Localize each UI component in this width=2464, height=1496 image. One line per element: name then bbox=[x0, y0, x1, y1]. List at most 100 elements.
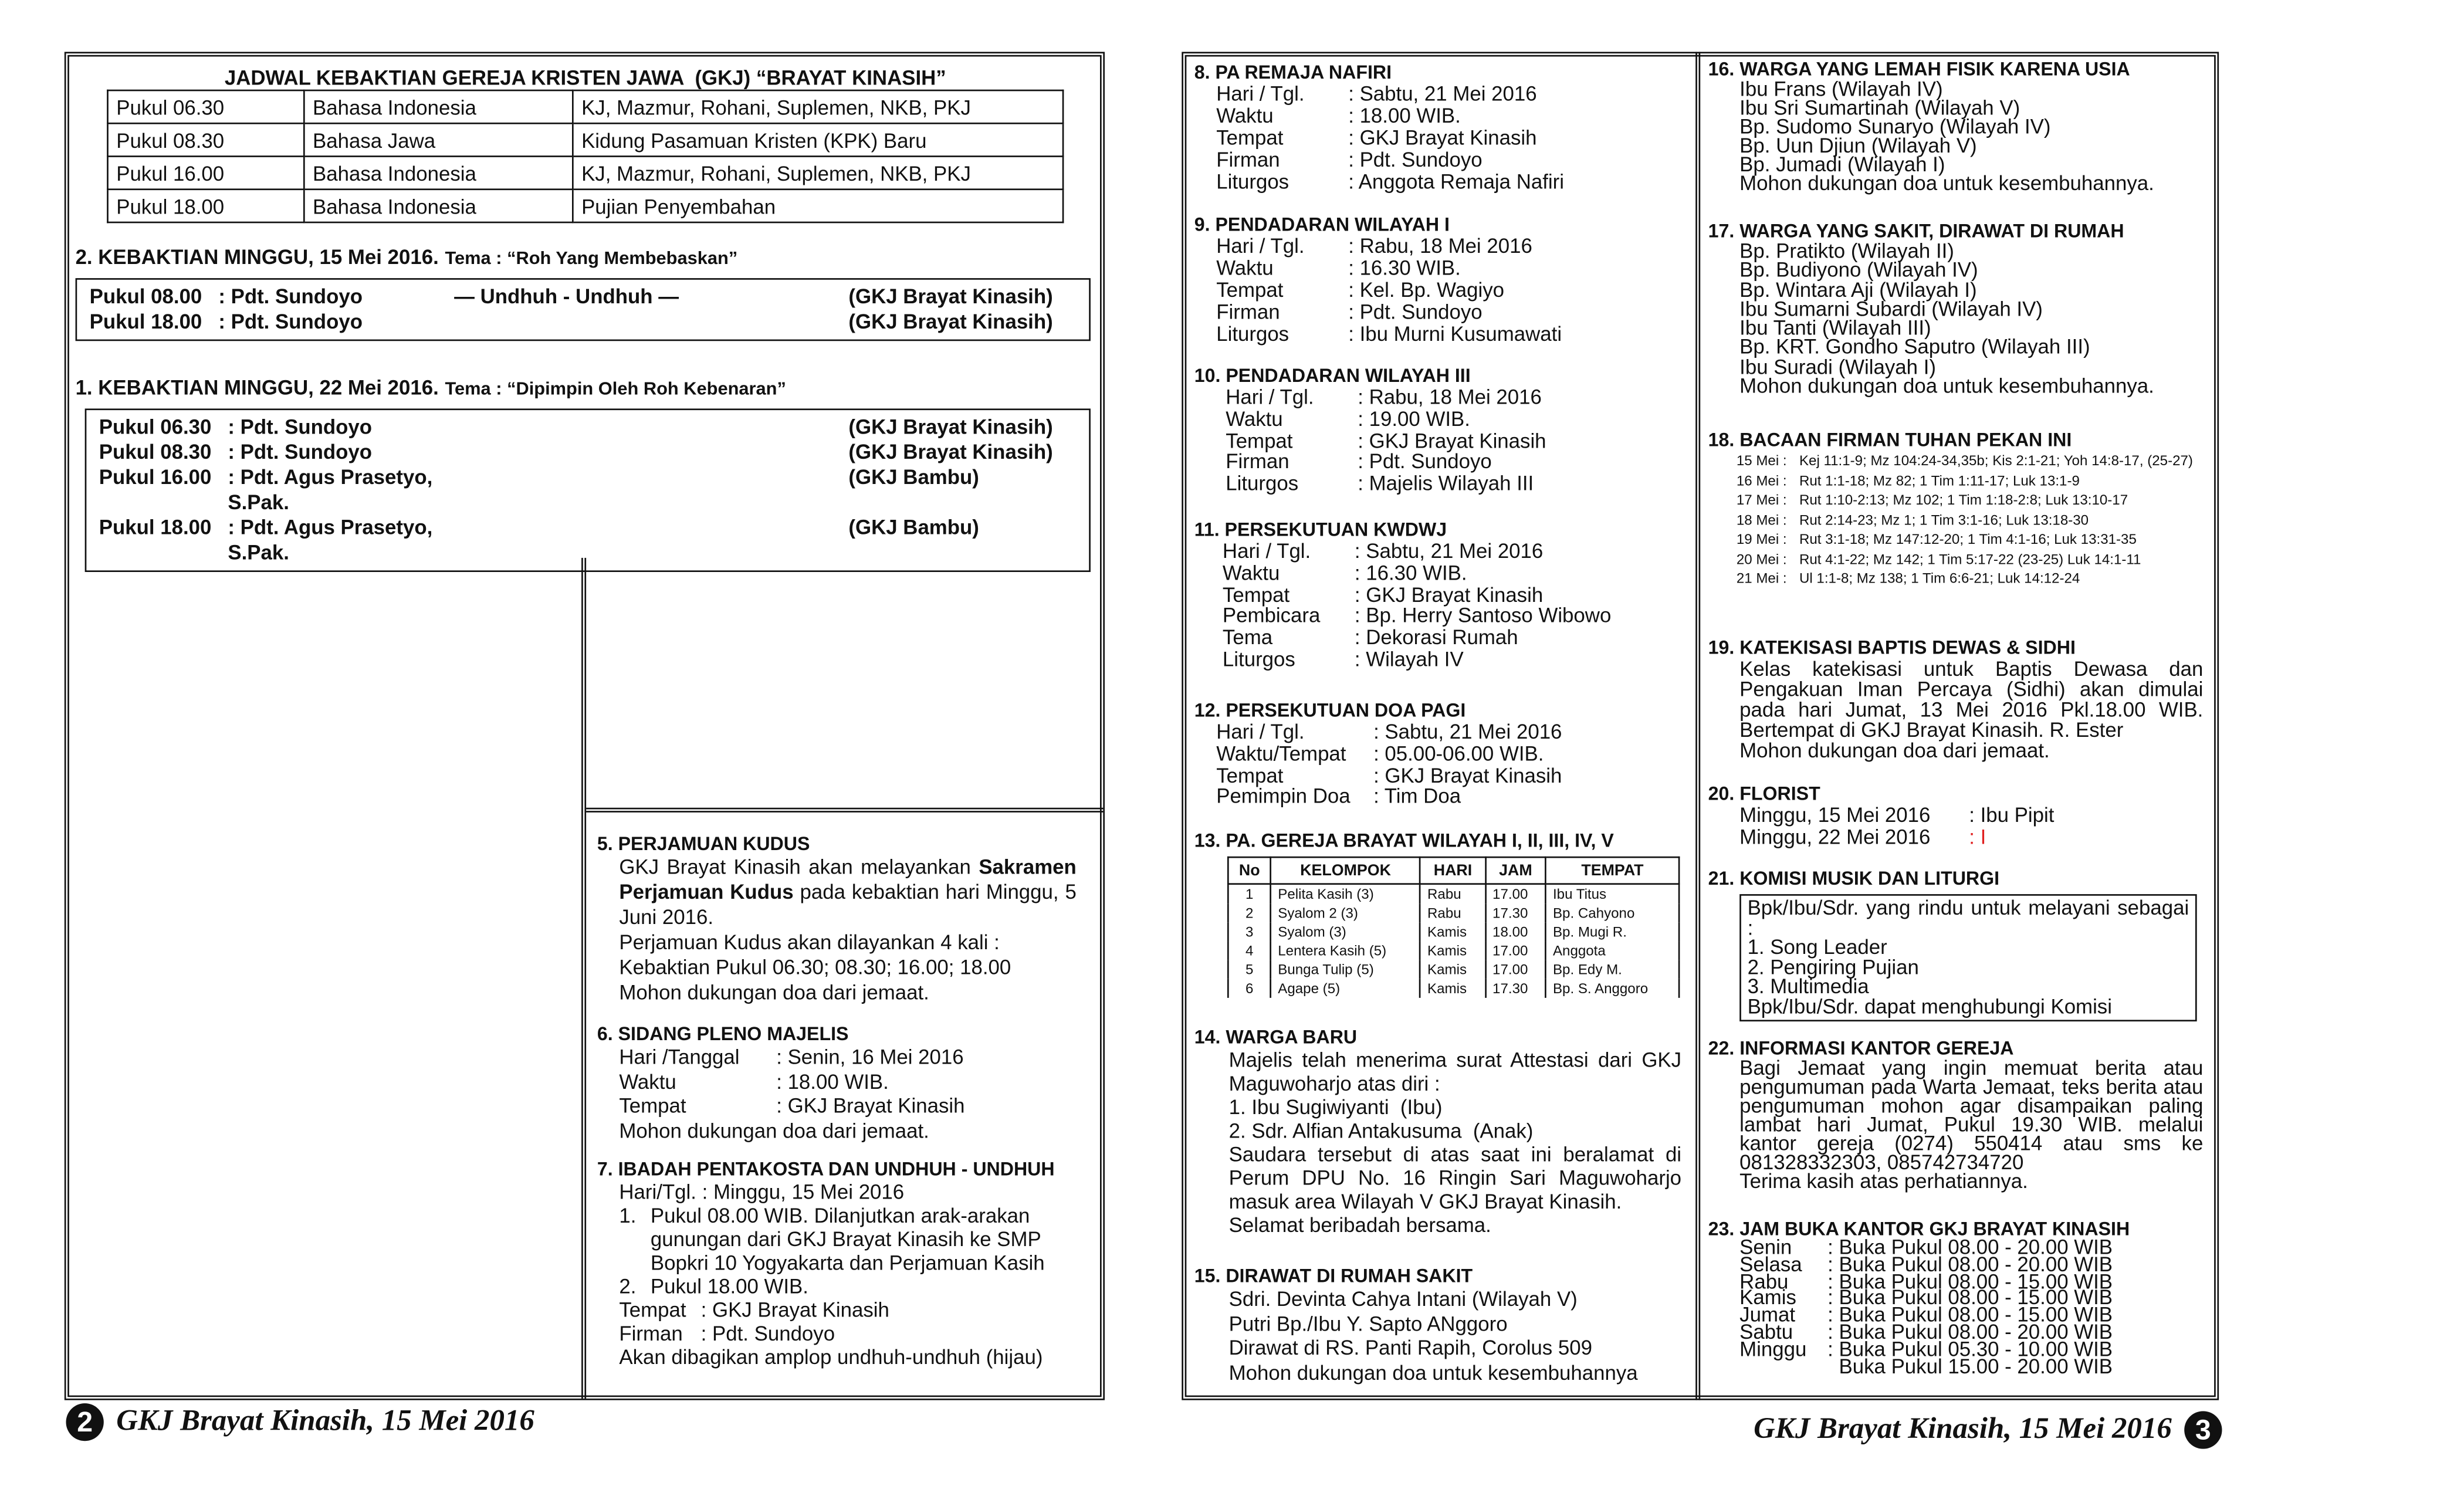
text-line: Hari/Tgl. : Minggu, 15 Mei 2016 bbox=[619, 1180, 905, 1204]
text-run: Bpk/Ibu/Sdr. yang rindu untuk melayani s… bbox=[1747, 895, 2189, 939]
table-cell: Rabu bbox=[1419, 903, 1487, 923]
text-line: Dirawat di RS. Panti Rapih, Corolus 509 bbox=[1228, 1335, 1593, 1359]
key: Tempat bbox=[619, 1298, 686, 1322]
section-body: 15 Mei : Kej 11:1-9; Mz 104:24-34,35b; Ki… bbox=[1708, 451, 2204, 588]
key: Waktu/Tempat bbox=[1216, 741, 1346, 765]
section-body: Hari / Tgl. : Sabtu, 21 Mei 2016 Waktu: 16… bbox=[1194, 540, 1681, 671]
schedule-cell: Pukul 08.30 bbox=[107, 122, 305, 157]
table-header: No KELOMPOK HARI JAM TEMPAT bbox=[1227, 856, 1680, 885]
key-value: Liturgos: Anggota Remaja Nafiri bbox=[1216, 171, 1681, 194]
section-heading: 7. IBADAH PENTAKOSTA DAN UNDHUH - UNDHUH bbox=[597, 1158, 1055, 1180]
key-value: Hari / Tgl.: Sabtu, 21 Mei 2016 bbox=[1216, 721, 1681, 743]
table-cell: Bp. S. Anggoro bbox=[1545, 979, 1680, 998]
text-line: Mohon dukungan doa dari jemaat. bbox=[619, 980, 929, 1004]
table-cell: 17.30 bbox=[1484, 903, 1547, 923]
key: Firman bbox=[619, 1321, 683, 1345]
text-line: Bp. Budiyono (Wilayah IV) bbox=[1739, 258, 1978, 282]
service-row: Pukul 18.00: Pdt. Sundoyo (GKJ Brayat Kin… bbox=[90, 310, 1077, 335]
section: 5. PERJAMUAN KUDUS GKJ Brayat Kinasih aka… bbox=[597, 833, 1077, 1006]
key: Tempat bbox=[1216, 126, 1284, 150]
group-table: No KELOMPOK HARI JAM TEMPAT 1 Pelita Kasih (3)… bbox=[1227, 856, 1680, 998]
service-block: 1. KEBAKTIAN MINGGU, 22 Mei 2016. Tema : … bbox=[76, 375, 1091, 572]
value: : 05.00-06.00 WIB. bbox=[1373, 741, 1544, 765]
section: 6. SIDANG PLENO MAJELIS Hari /Tanggal: Se… bbox=[597, 1023, 1077, 1143]
key-value: Liturgos: Wilayah IV bbox=[1223, 648, 1681, 671]
table-cell: 2 bbox=[1227, 903, 1272, 923]
text-line: Selamat beribadah bersama. bbox=[1228, 1213, 1491, 1237]
value: : Tim Doa bbox=[1373, 784, 1461, 808]
section-heading: 14. WARGA BARU bbox=[1194, 1026, 1358, 1048]
key-value: Waktu/Tempat : 05.00-06.00 WIB. bbox=[1216, 743, 1681, 764]
value: Rut 2:14-23; Mz 1; 1 Tim 3:1-16; Luk 13:… bbox=[1799, 511, 2089, 527]
table-row: 1 Pelita Kasih (3) Rabu 17.00 Ibu Titus bbox=[1227, 884, 1680, 904]
value: : Buka Pukul 08.00 - 20.00 WIB bbox=[1827, 1319, 2113, 1344]
key-value: Hari / Tgl.: Rabu, 18 Mei 2016 bbox=[1226, 386, 1681, 408]
key: Tempat bbox=[1216, 763, 1284, 787]
key: Waktu bbox=[1222, 560, 1280, 584]
value: Buka Pukul 15.00 - 20.00 WIB bbox=[1827, 1353, 2113, 1377]
section-body: Hari / Tgl.: Sabtu, 21 Mei 2016 Waktu: 18… bbox=[1194, 83, 1681, 193]
table-cell: Kamis bbox=[1419, 941, 1487, 960]
key: Minggu, 15 Mei 2016 bbox=[1739, 803, 1931, 827]
note bbox=[463, 465, 848, 516]
key: Liturgos bbox=[1226, 472, 1299, 496]
time: Pukul 18.00 bbox=[99, 515, 212, 539]
service-heading: 1. KEBAKTIAN MINGGU, 22 Mei 2016. Tema : … bbox=[76, 375, 1091, 399]
table-cell: 17.30 bbox=[1484, 979, 1547, 998]
section: 23. JAM BUKA KANTOR GKJ BRAYAT KINASIH Se… bbox=[1708, 1218, 2204, 1376]
key: Hari / Tgl. bbox=[1216, 82, 1305, 106]
schedule-cell: KJ, Mazmur, Rohani, Suplemen, NKB, PKJ bbox=[571, 89, 1064, 124]
section-body: Bp. Pratikto (Wilayah II) Bp. Budiyono (W… bbox=[1708, 239, 2204, 397]
key-value: 16 Mei : Rut 1:1-18; Mz 82; 1 Tim 1:11-17… bbox=[1737, 471, 2204, 490]
schedule-cell: Pukul 16.00 bbox=[107, 155, 305, 191]
section: 19. KATEKISASI BAPTIS DEWAS & SIDHI Kelas… bbox=[1708, 637, 2204, 761]
key-value: Jumat: Buka Pukul 08.00 - 15.00 WIB bbox=[1739, 1305, 2203, 1325]
key: 20 Mei : bbox=[1736, 550, 1787, 567]
value: Kej 11:1-9; Mz 104:24-34,35b; Kis 2:1-21… bbox=[1799, 452, 2193, 469]
table-cell: Lentera Kasih (5) bbox=[1270, 941, 1421, 960]
text-run: Kelas katekisasi untuk Baptis Dewasa dan… bbox=[1739, 656, 2204, 742]
schedule-cell: Bahasa Indonesia bbox=[303, 188, 574, 224]
schedule: JADWAL KEBAKTIAN GEREJA KRISTEN JAWA (GK… bbox=[107, 66, 1064, 224]
section-body: Minggu, 15 Mei 2016: Ibu Pipit Minggu, 22… bbox=[1708, 804, 2204, 847]
key: Hari / Tgl. bbox=[1222, 539, 1311, 563]
place: (GKJ Brayat Kinasih) bbox=[848, 284, 1053, 308]
item-text: Pukul 18.00 WIB. bbox=[650, 1274, 808, 1298]
value: : Buka Pukul 08.00 - 15.00 WIB bbox=[1827, 1269, 2113, 1293]
key-value: Selasa: Buka Pukul 08.00 - 20.00 WIB bbox=[1739, 1254, 2203, 1274]
value: Rut 1:10-2:13; Mz 102; 1 Tim 1:18-2:8; L… bbox=[1799, 492, 2128, 508]
section-body: Sdri. Devinta Cahya Intani (Wilayah V) Pu… bbox=[1194, 1287, 1681, 1385]
note bbox=[463, 440, 848, 465]
schedule-cell: Pukul 18.00 bbox=[107, 188, 305, 224]
header-cell: TEMPAT bbox=[1545, 856, 1680, 885]
key-value: 21 Mei : Ul 1:1-8; Mz 138; 1 Tim 6:6-21; … bbox=[1737, 569, 2204, 588]
key-value: Minggu: Buka Pukul 05.30 - 10.00 WIB bbox=[1739, 1339, 2203, 1359]
table-row: 4 Lentera Kasih (5) Kamis 17.00 Anggota bbox=[1227, 941, 1680, 960]
key-value: Waktu: 16.30 WIB. bbox=[1223, 562, 1681, 584]
text-line: Sdri. Devinta Cahya Intani (Wilayah V) bbox=[1228, 1287, 1578, 1311]
key-value: Sabtu: Buka Pukul 08.00 - 20.00 WIB bbox=[1739, 1319, 2203, 1344]
text-line: 2. Sdr. Alfian Antakusuma (Anak) bbox=[1228, 1119, 1534, 1143]
schedule-title: JADWAL KEBAKTIAN GEREJA KRISTEN JAWA (GK… bbox=[224, 66, 946, 90]
place: (GKJ Brayat Kinasih) bbox=[848, 439, 1053, 464]
section: 17. WARGA YANG SAKIT, DIRAWAT DI RUMAH Bp… bbox=[1708, 220, 2204, 397]
text-line: Bp. Uun Djiun (Wilayah V) bbox=[1739, 133, 1977, 157]
key: Tema bbox=[1222, 625, 1273, 649]
key-value: 15 Mei : Kej 11:1-9; Mz 104:24-34,35b; Ki… bbox=[1737, 451, 2204, 471]
key-value: Hari /Tanggal: Senin, 16 Mei 2016 bbox=[619, 1045, 1076, 1069]
value: : 18.00 WIB. bbox=[776, 1069, 889, 1093]
section-heading: 19. KATEKISASI BAPTIS DEWAS & SIDHI bbox=[1708, 636, 2076, 659]
footer: 2 GKJ Brayat Kinasih, 15 Mei 2016 bbox=[66, 1403, 534, 1441]
item-number: 1. bbox=[619, 1203, 637, 1227]
text-line: Bp. Pratikto (Wilayah II) bbox=[1739, 239, 1954, 263]
value: Rut 1:1-18; Mz 82; 1 Tim 1:11-17; Luk 13… bbox=[1799, 472, 2080, 488]
key-value: 20 Mei : Rut 4:1-22; Mz 142; 1 Tim 5:17-2… bbox=[1737, 549, 2204, 568]
table-cell: 18.00 bbox=[1484, 922, 1547, 942]
value: : GKJ Brayat Kinasih bbox=[1348, 126, 1537, 150]
section-body: GKJ Brayat Kinasih akan melayankan Sakra… bbox=[597, 855, 1076, 1006]
value: : Sabtu, 21 Mei 2016 bbox=[1354, 539, 1544, 563]
key: Firman bbox=[1216, 147, 1280, 171]
text-line: 1. Song Leader bbox=[1747, 935, 1887, 959]
preacher: : Pdt. Sundoyo bbox=[228, 439, 373, 464]
text-line: Ibu Sumarni Subardi (Wilayah IV) bbox=[1739, 296, 2043, 321]
